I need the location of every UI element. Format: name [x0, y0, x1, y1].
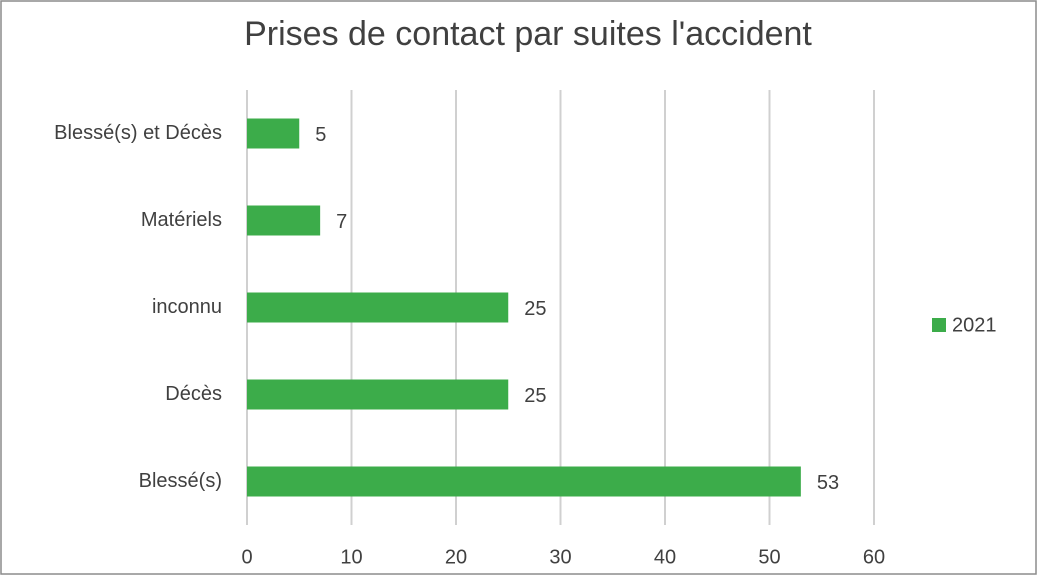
x-tick-label: 40 — [654, 546, 676, 568]
value-label: 53 — [817, 472, 839, 494]
x-tick-label: 50 — [758, 546, 780, 568]
chart-title: Prises de contact par suites l'accident — [244, 15, 812, 53]
y-tick-label: Blessé(s) et Décès — [54, 122, 222, 144]
legend-swatch — [932, 318, 946, 332]
value-label: 25 — [524, 298, 546, 320]
bar — [247, 466, 801, 497]
y-tick-label: Matériels — [141, 209, 222, 231]
bar — [247, 118, 300, 149]
x-tick-label: 20 — [445, 546, 467, 568]
bar — [247, 379, 509, 410]
bar — [247, 292, 509, 323]
y-tick-label: Décès — [165, 383, 222, 405]
value-label: 25 — [524, 385, 546, 407]
x-tick-label: 0 — [241, 546, 252, 568]
x-tick-label: 60 — [863, 546, 885, 568]
legend-label: 2021 — [952, 314, 997, 336]
y-tick-label: inconnu — [152, 296, 222, 318]
x-tick-label: 30 — [549, 546, 571, 568]
value-label: 7 — [336, 211, 347, 233]
x-tick-label: 10 — [340, 546, 362, 568]
y-tick-label: Blessé(s) — [139, 470, 222, 492]
value-label: 5 — [315, 124, 326, 146]
bar — [247, 205, 321, 236]
